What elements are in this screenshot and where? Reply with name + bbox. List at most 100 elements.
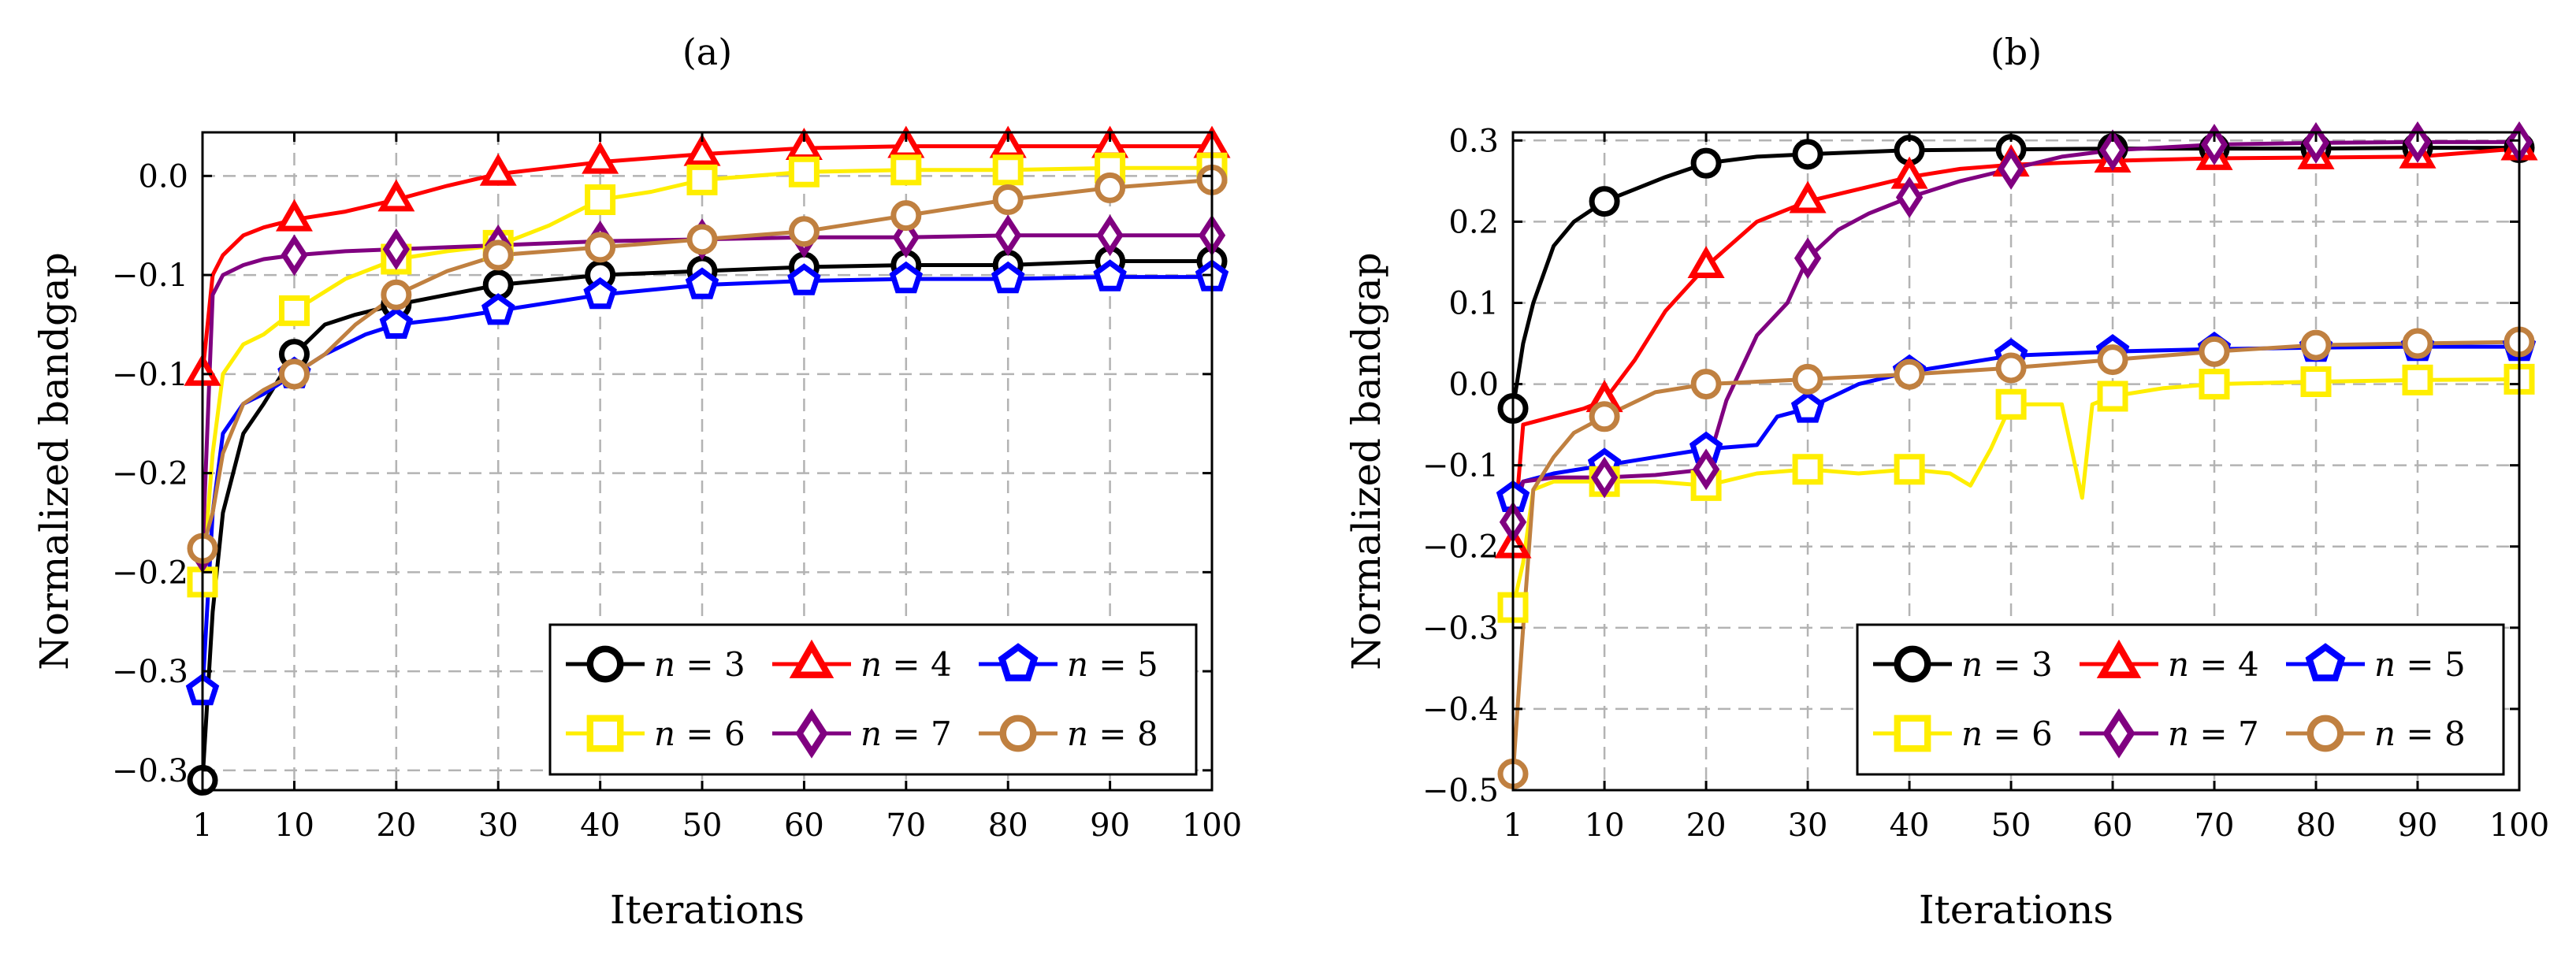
panel-a-point-n5	[1093, 259, 1127, 291]
panel-b-legend-label-var: n	[2374, 715, 2396, 753]
panel-a-point-n4	[582, 141, 619, 174]
panel-b-point-n7	[1794, 237, 1822, 280]
panel-a-point-n6	[279, 295, 310, 326]
panel-a-point-n5	[583, 277, 617, 310]
panel-b-x-tick-label: 90	[2398, 807, 2438, 844]
panel-b-point-n6	[1995, 388, 2027, 420]
panel-b-legend-label-var: n	[2168, 715, 2189, 753]
panel-b-x-tick-label: 70	[2195, 807, 2235, 844]
panel-a-x-tick-label: 1	[192, 807, 212, 844]
panel-a-y-tick-label: −0.2	[112, 456, 188, 492]
panel-a-point-n7	[382, 228, 410, 270]
panel-b-x-tick-label: 20	[1686, 807, 1727, 844]
panel-b-x-tick-label: 30	[1788, 807, 1828, 844]
panel-b-legend-label-var: n	[1961, 715, 1983, 753]
panel-a-point-n5	[787, 263, 821, 295]
panel-a-point-n8	[890, 200, 922, 232]
panel-a-x-tick-label: 30	[478, 807, 519, 844]
panel-a-legend-label-var: n	[861, 715, 882, 753]
panel-a-legend-marker-n3	[586, 645, 624, 683]
panel-a-point-n8	[482, 239, 514, 271]
panel-a-point-n6	[890, 154, 922, 186]
panel-b-point-n4	[1789, 180, 1827, 213]
panel-a-x-tick-label: 100	[1182, 807, 1242, 844]
panel-a-point-n8	[381, 279, 412, 310]
panel-b-series-line-n8	[1513, 340, 2519, 774]
panel-a-legend-entry-n6: n = 6	[566, 715, 745, 753]
panel-a-x-tick-label: 80	[988, 807, 1028, 844]
panel-b-point-n4	[1687, 246, 1725, 278]
panel-b-x-tick-label: 10	[1585, 807, 1625, 844]
panel-a-legend-entry-n8: n = 8	[979, 715, 1158, 753]
panel-b-legend-label-n7: n = 7	[2168, 715, 2259, 753]
panel-a-point-n7	[994, 214, 1022, 257]
panel-a-point-n5	[379, 306, 414, 339]
panel-b-x-tick-label: 50	[1991, 807, 2031, 844]
panel-b-point-n7	[2403, 121, 2432, 163]
panel-a-point-n7	[1096, 214, 1124, 257]
panel-a-point-n4	[683, 133, 721, 166]
panel-a-y-tick-label: −0.2	[112, 555, 188, 591]
panel-b-axes-frame	[1511, 131, 2521, 792]
panel-b-legend-marker-n6	[1894, 715, 1931, 752]
panel-a-series-line-n4	[203, 144, 1212, 375]
panel-b-legend-marker-n4	[2096, 639, 2142, 678]
panel-a-series-line-n8	[203, 177, 1212, 549]
panel-a-x-tick-label: 70	[886, 807, 926, 844]
panel-a-x-tick-label: 10	[274, 807, 314, 844]
panel-b-point-n6	[2300, 366, 2332, 397]
panel-b-point-n8	[1894, 358, 1925, 390]
panel-a-legend-entry-n4: n = 4	[772, 639, 952, 684]
panel-b-legend-marker-n5	[2305, 643, 2346, 681]
panel-b-point-n7	[2200, 124, 2228, 165]
panel-b-legend-entry-n6: n = 6	[1873, 715, 2053, 753]
panel-a-legend-entry-n7: n = 7	[772, 708, 952, 759]
panel-b-point-n8	[2402, 328, 2433, 359]
panel-a-y-axis-label: Normalized bandgap	[32, 252, 77, 670]
panel-a-legend-label-n7: n = 7	[861, 715, 952, 753]
panel-a-y-tick-label: 0.0	[138, 158, 188, 195]
panel-a-legend-marker-n7	[795, 708, 828, 759]
panel-a-point-n4	[275, 199, 313, 232]
panel-a-legend-entry-n5: n = 5	[979, 643, 1158, 684]
panel-a-point-n6	[585, 184, 616, 215]
panel-b-legend-marker-n8	[2307, 715, 2344, 752]
panel-b-point-n7	[1997, 147, 2025, 190]
panel-b-point-n3	[1792, 139, 1823, 170]
panel-b-legend-marker-n7	[2102, 708, 2136, 759]
panel-b-point-n6	[1792, 454, 1823, 485]
panel-b-legend-label-n8: n = 8	[2374, 715, 2466, 753]
panel-a-point-n8	[788, 216, 820, 247]
panel-b-x-tick-label: 80	[2296, 807, 2336, 844]
panel-b-legend-box	[1856, 623, 2505, 776]
panel-b-chart: 1 10 20 30 40 50 60 70 80 90 100 0.3 0.2 0.1 0.0 −0.1 −0…	[1344, 31, 2549, 933]
panel-a-legend-marker-n6	[586, 715, 624, 752]
panel-a-point-n8	[992, 184, 1024, 216]
panel-a-series-lines	[203, 144, 1212, 781]
panel-a-y-tick-label: −0.1	[112, 258, 188, 294]
panel-a-x-tick-label: 90	[1090, 807, 1130, 844]
panel-a-legend-label-n5: n = 5	[1067, 645, 1158, 684]
panel-b-legend-label-n4: n = 4	[2168, 645, 2259, 684]
panel-a-series-line-n3	[203, 259, 1212, 781]
panel-b-point-n6	[2199, 369, 2230, 400]
panel-b-legend-label-n6: n = 6	[1961, 715, 2053, 753]
panel-a-y-tick-label: −0.1	[112, 357, 188, 393]
panel-b-legend-label-var: n	[2374, 645, 2396, 684]
panel-b-point-n8	[2097, 344, 2128, 376]
panel-b-y-tick-label: 0.2	[1448, 204, 1499, 240]
panel-b-y-tick-label: −0.3	[1422, 611, 1499, 647]
panel-a-title: (a)	[682, 31, 732, 73]
panel-a-point-n6	[992, 154, 1024, 186]
panel-a-series-line-n7	[203, 233, 1212, 553]
panel-a-chart: 1 10 20 30 40 50 60 70 80 90 100 0.0 −0.1 −0.1 −0.2 −0.…	[32, 31, 1242, 933]
panel-a-point-n8	[585, 232, 616, 263]
panel-a-point-n4	[479, 153, 517, 186]
panel-b-x-tick-label: 40	[1890, 807, 1930, 844]
panel-a-point-n7	[281, 234, 308, 277]
panel-b-legend-label-n5: n = 5	[2374, 645, 2466, 684]
panel-b-series-line-n7	[1513, 139, 2519, 523]
panel-b-y-tick-label: −0.5	[1422, 773, 1499, 809]
panel-b-point-n8	[2300, 329, 2332, 361]
